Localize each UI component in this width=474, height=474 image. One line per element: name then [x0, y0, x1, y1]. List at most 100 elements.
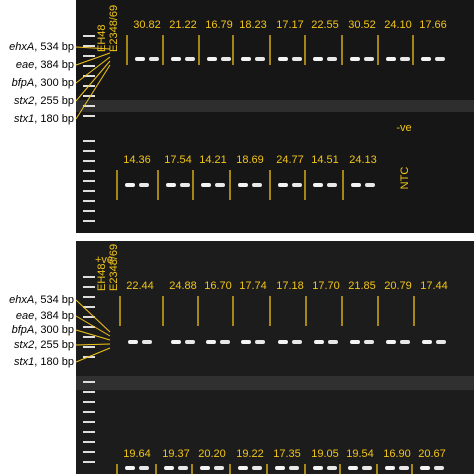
marker-line	[75, 329, 111, 341]
ct-value: 24.77	[276, 154, 304, 166]
marker-label: bfpA, 300 bp	[12, 77, 74, 89]
pcr-band	[275, 466, 285, 470]
pcr-band	[327, 466, 337, 470]
pcr-band	[241, 340, 251, 344]
ct-value: 19.22	[236, 448, 264, 460]
ct-value: 30.52	[348, 19, 376, 31]
pcr-band	[221, 57, 231, 61]
marker-size: , 255 bp	[34, 339, 74, 351]
control-label: NTC	[399, 167, 411, 190]
pcr-band	[385, 466, 395, 470]
marker-label: stx2, 255 bp	[14, 339, 74, 351]
ct-value: 17.66	[419, 19, 447, 31]
marker-line	[75, 299, 111, 333]
marker-size: , 534 bp	[34, 41, 74, 53]
gel-top	[76, 0, 474, 233]
pcr-band	[142, 340, 152, 344]
pcr-band	[364, 57, 374, 61]
ct-value: 24.10	[384, 19, 412, 31]
pcr-band	[125, 183, 135, 187]
pcr-band	[351, 183, 361, 187]
pcr-band	[139, 466, 149, 470]
pcr-band	[128, 340, 138, 344]
pcr-band	[313, 57, 323, 61]
marker-gene: eae	[16, 59, 34, 71]
pcr-band	[207, 57, 217, 61]
ct-value: 20.20	[198, 448, 226, 460]
pcr-band	[365, 183, 375, 187]
pcr-band	[171, 340, 181, 344]
marker-gene: stx2	[14, 339, 34, 351]
pcr-band	[255, 340, 265, 344]
pcr-band	[436, 340, 446, 344]
lane-label: EH48	[96, 263, 108, 291]
ct-value: 16.90	[383, 448, 411, 460]
ladder-band	[83, 461, 95, 463]
marker-size: , 300 bp	[34, 324, 74, 336]
marker-gene: stx2	[14, 95, 34, 107]
marker-size: , 255 bp	[34, 95, 74, 107]
ladder-band	[83, 105, 95, 107]
ct-value: 24.13	[349, 154, 377, 166]
marker-gene: bfpA	[12, 77, 35, 89]
ladder-band	[83, 346, 95, 348]
pcr-band	[278, 57, 288, 61]
pcr-band	[434, 466, 444, 470]
pcr-band	[400, 57, 410, 61]
ct-value: 17.44	[420, 280, 448, 292]
marker-gene: stx1	[14, 113, 34, 125]
pcr-band	[252, 466, 262, 470]
ct-value: 18.69	[236, 154, 264, 166]
marker-label: eae, 384 bp	[16, 59, 74, 71]
pcr-band	[238, 183, 248, 187]
marker-label: stx1, 180 bp	[14, 113, 74, 125]
ladder-band	[83, 421, 95, 423]
pcr-band	[422, 340, 432, 344]
marker-label: ehxA, 534 bp	[9, 294, 74, 306]
pcr-band	[180, 183, 190, 187]
pcr-band	[220, 340, 230, 344]
ladder-band	[83, 180, 95, 182]
pcr-band	[241, 57, 251, 61]
marker-size: , 180 bp	[34, 356, 74, 368]
pcr-band	[327, 183, 337, 187]
pcr-band	[214, 466, 224, 470]
pcr-band	[201, 183, 211, 187]
pcr-band	[185, 340, 195, 344]
ct-value: 17.18	[276, 280, 304, 292]
marker-label: eae, 384 bp	[16, 310, 74, 322]
pcr-band	[314, 340, 324, 344]
pcr-band	[171, 57, 181, 61]
pcr-band	[400, 340, 410, 344]
ladder-band	[83, 441, 95, 443]
ladder-band	[83, 95, 95, 97]
pcr-band	[327, 57, 337, 61]
pcr-band	[215, 183, 225, 187]
control-label: -ve	[396, 122, 411, 134]
ct-value: 24.88	[169, 280, 197, 292]
pcr-band	[292, 57, 302, 61]
ladder-band	[83, 115, 95, 117]
pcr-band	[313, 466, 323, 470]
marker-line	[75, 347, 111, 363]
pcr-band	[139, 183, 149, 187]
ladder-band	[83, 451, 95, 453]
ladder-band	[83, 190, 95, 192]
pcr-band	[278, 340, 288, 344]
pcr-band	[386, 340, 396, 344]
ct-value: 14.36	[123, 154, 151, 166]
ct-value: 19.64	[123, 448, 151, 460]
ct-value: 30.82	[133, 19, 161, 31]
marker-size: , 180 bp	[34, 113, 74, 125]
pcr-band	[289, 466, 299, 470]
ladder-band	[83, 306, 95, 308]
pcr-band	[255, 57, 265, 61]
lane-label: EH48	[96, 24, 108, 52]
marker-label: bfpA, 300 bp	[12, 324, 74, 336]
ladder-band	[83, 336, 95, 338]
marker-line	[75, 46, 111, 50]
ladder-band	[83, 431, 95, 433]
ladder-band	[83, 276, 95, 278]
pcr-band	[292, 340, 302, 344]
